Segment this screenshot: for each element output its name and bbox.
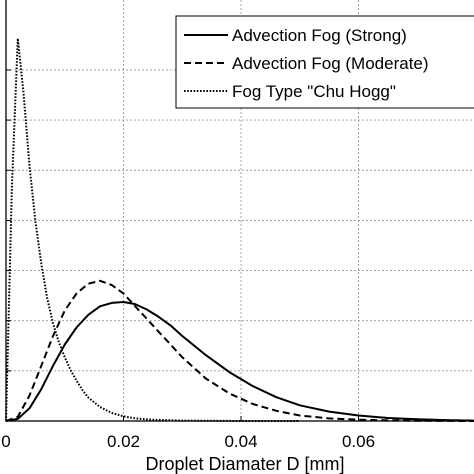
x-axis-label: Droplet Diamater D [mm] (145, 454, 344, 474)
series-line-dashed (5, 279, 474, 422)
x-tick-label: 0 (1, 432, 10, 451)
series-line-solid (5, 301, 474, 422)
legend-label: Fog Type "Chu Hogg" (232, 82, 396, 101)
x-tick-label: 0.06 (342, 432, 375, 451)
legend-label: Advection Fog (Moderate) (232, 54, 429, 73)
legend-label: Advection Fog (Strong) (232, 26, 407, 45)
legend-box (175, 15, 474, 109)
grid (6, 0, 474, 421)
x-tick-label: 0.04 (224, 432, 257, 451)
x-tick-label: 0.02 (107, 432, 140, 451)
series-lines (5, 37, 474, 422)
legend: Advection Fog (Strong) Advection Fog (Mod… (175, 15, 474, 109)
x-axis-ticks: 0 0.02 0.04 0.06 (1, 69, 375, 451)
